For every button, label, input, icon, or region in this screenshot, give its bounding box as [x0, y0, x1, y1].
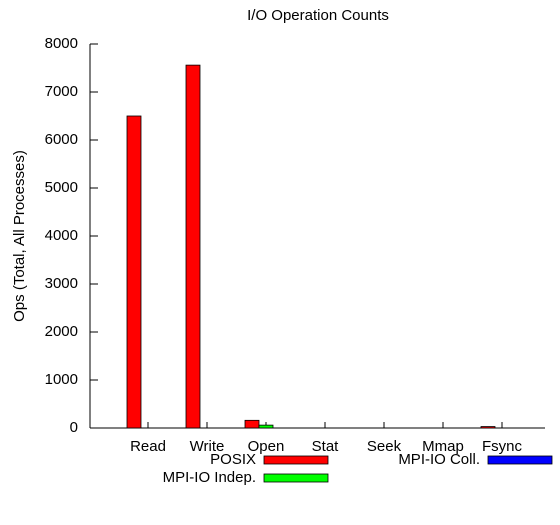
bar: [185, 64, 201, 429]
y-tick-label: 4000: [45, 227, 78, 244]
y-tick-label: 1000: [45, 371, 78, 388]
legend-label: MPI-IO Indep.: [163, 469, 256, 486]
y-axis-label: Ops (Total, All Processes): [11, 150, 28, 322]
x-tick-label: Fsync: [482, 438, 523, 455]
x-tick-label: Read: [130, 438, 166, 455]
x-tick-label: Stat: [312, 438, 340, 455]
legend-swatch: [263, 455, 329, 465]
legend-swatch: [487, 455, 553, 465]
x-tick-label: Open: [248, 438, 285, 455]
y-tick-label: 0: [70, 419, 78, 436]
bar: [480, 426, 496, 429]
y-tick-label: 2000: [45, 323, 78, 340]
y-tick-label: 8000: [45, 35, 78, 52]
y-tick-label: 5000: [45, 179, 78, 196]
x-tick-label: Mmap: [422, 438, 464, 455]
legend-label: POSIX: [210, 451, 256, 468]
y-tick-label: 7000: [45, 83, 78, 100]
bar: [258, 424, 274, 429]
x-tick-label: Seek: [367, 438, 402, 455]
legend-label: MPI-IO Coll.: [398, 451, 480, 468]
legend-swatch: [263, 473, 329, 483]
bar: [244, 419, 260, 429]
x-tick-label: Write: [190, 438, 225, 455]
bar: [126, 115, 142, 429]
y-tick-label: 6000: [45, 131, 78, 148]
y-tick-label: 3000: [45, 275, 78, 292]
chart-title: I/O Operation Counts: [247, 7, 389, 24]
